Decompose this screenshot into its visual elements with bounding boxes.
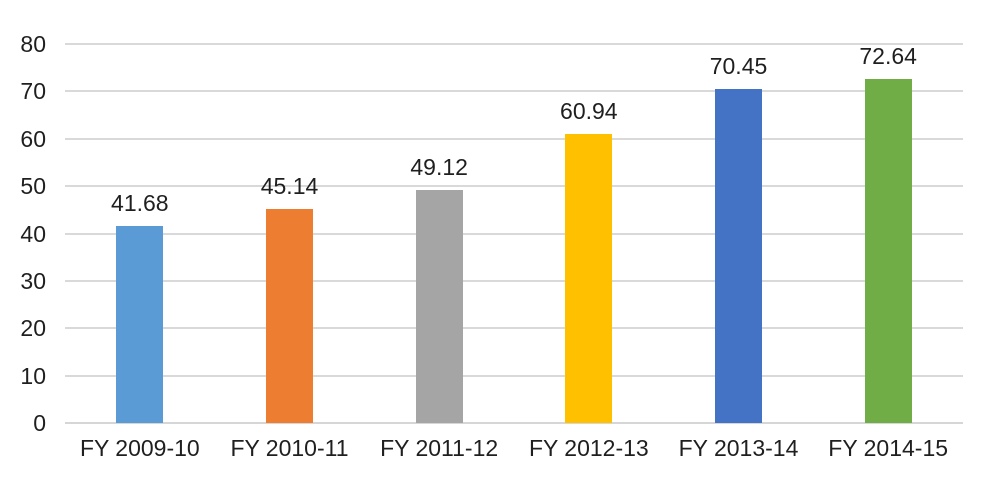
x-axis-line [65, 422, 963, 424]
y-gridline [65, 90, 963, 93]
bar-value-label: 60.94 [560, 98, 618, 125]
bar-value-label: 41.68 [111, 189, 169, 216]
bar-fy-2012-13 [565, 134, 613, 423]
y-axis-tick-label: 60 [20, 125, 46, 152]
y-axis-tick-label: 0 [33, 410, 46, 436]
x-axis-category-label: FY 2013-14 [678, 435, 799, 461]
bar-fy-2011-12 [415, 190, 463, 423]
y-axis-tick-label: 20 [20, 315, 46, 342]
y-gridline [65, 374, 963, 377]
y-gridline [65, 279, 963, 282]
y-gridline [65, 43, 963, 45]
y-gridline [65, 327, 963, 330]
y-axis-tick-label: 40 [20, 220, 46, 247]
y-axis-tick-label: 50 [20, 173, 46, 200]
bar-fy-2013-14 [715, 89, 762, 423]
bar-value-label: 49.12 [410, 154, 468, 181]
y-axis-tick-label: 30 [20, 267, 46, 294]
bar-value-label: 70.45 [709, 53, 768, 80]
bar-value-label: 72.64 [859, 42, 917, 69]
x-axis-category-label: FY 2009-10 [79, 435, 200, 461]
y-axis-tick-label: 10 [20, 362, 46, 389]
y-gridline [65, 137, 963, 140]
bar-fy-2009-10 [116, 225, 164, 423]
x-axis-category-label: FY 2012-13 [528, 435, 649, 461]
bar-fy-2010-11 [266, 209, 313, 423]
bar-fy-2014-15 [864, 78, 912, 423]
x-axis-category-label: FY 2010-11 [230, 435, 349, 461]
x-axis-category-label: FY 2014-15 [828, 435, 949, 461]
y-axis-tick-label: 70 [20, 78, 46, 105]
x-axis-category-label: FY 2011-12 [380, 435, 499, 461]
y-gridline [65, 185, 963, 188]
y-gridline [65, 232, 963, 235]
y-axis-tick-label: 80 [20, 31, 46, 57]
bar-value-label: 45.14 [260, 173, 319, 200]
